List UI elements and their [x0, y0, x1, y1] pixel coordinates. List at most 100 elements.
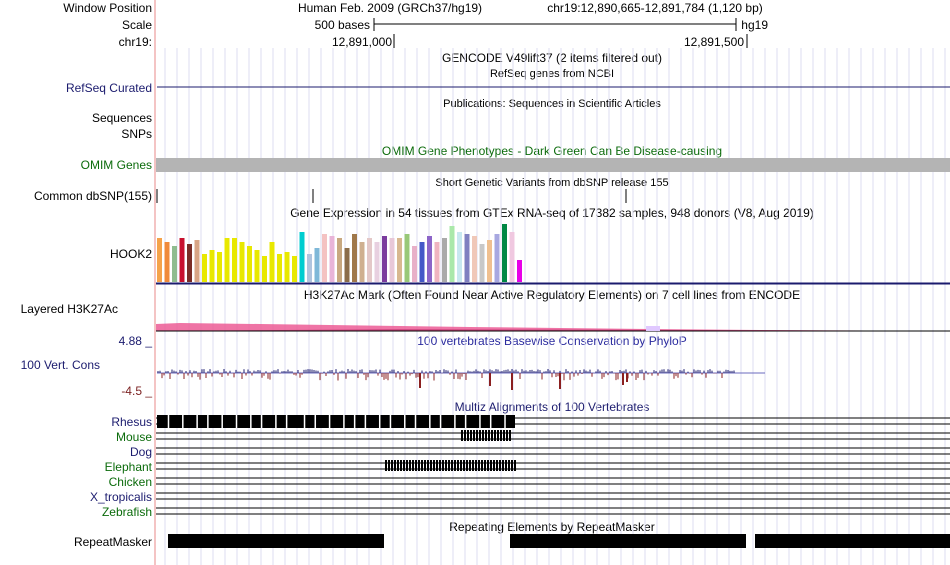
alignment-block: [470, 430, 472, 441]
gtex-bar: [374, 242, 380, 282]
gtex-bar: [254, 250, 260, 282]
repeat-element: [168, 534, 384, 548]
alignment-block: [485, 430, 487, 441]
alignment-block: [491, 430, 493, 441]
gtex-bar: [367, 238, 372, 282]
alignment-block: [463, 460, 465, 471]
gtex-bar: [217, 252, 222, 282]
h3k27ac-signal: [156, 323, 950, 331]
gtex-bar: [494, 234, 500, 282]
alignment-gap: [439, 415, 442, 428]
alignment-block: [488, 430, 490, 441]
alignment-block: [467, 430, 469, 441]
species-label[interactable]: Rhesus: [111, 415, 152, 429]
gtex-bar: [434, 242, 440, 282]
alignment-gap: [504, 415, 506, 428]
gtex-bar: [389, 238, 395, 282]
gtex-bar: [509, 232, 515, 282]
track-label-snps[interactable]: SNPs: [121, 127, 152, 141]
alignment-gap: [285, 415, 288, 428]
species-label[interactable]: Chicken: [108, 475, 152, 489]
gtex-bar: [239, 242, 245, 282]
gtex-bar: [202, 254, 207, 282]
gtex-bar: [292, 256, 297, 282]
gtex-bar: [157, 238, 162, 282]
alignment-gap: [489, 415, 492, 428]
gtex-bar: [449, 226, 455, 282]
alignment-block: [464, 430, 466, 441]
alignment-block: [397, 460, 399, 471]
track-label-repeatmasker[interactable]: RepeatMasker: [73, 535, 152, 549]
alignment-block: [479, 430, 481, 441]
alignment-block: [502, 460, 504, 471]
gtex-bar: [404, 234, 410, 282]
alignment-block: [394, 460, 396, 471]
gtex-bar: [337, 238, 342, 282]
alignment-block: [499, 460, 501, 471]
alignment-gap: [260, 415, 263, 428]
conservation-title: 100 vertebrates Basewise Conservation by…: [417, 334, 687, 348]
species-label[interactable]: Zebrafish: [101, 505, 152, 519]
alignment-block: [500, 430, 502, 441]
h3k27ac-signal: [156, 329, 950, 331]
alignment-gap: [464, 415, 467, 428]
alignment-gap: [404, 415, 406, 428]
omim-bar: [156, 158, 950, 172]
gtex-bar: [314, 248, 320, 282]
alignment-block: [481, 460, 483, 471]
dbsnp-title: Short Genetic Variants from dbSNP releas…: [435, 177, 669, 189]
alignment-gap: [364, 415, 367, 428]
alignment-block: [497, 430, 499, 441]
scale-bar-label: 500 bases: [314, 18, 370, 32]
position-text: chr19:12,890,665-12,891,784 (1,120 bp): [547, 1, 763, 15]
alignment-gap: [167, 415, 170, 428]
species-label[interactable]: X_tropicalis: [89, 490, 152, 504]
alignment-gap: [275, 415, 277, 428]
species-label[interactable]: Dog: [129, 445, 152, 459]
alignment-block: [424, 460, 426, 471]
alignment-gap: [207, 415, 209, 428]
alignment-block: [433, 460, 435, 471]
track-label-sequences[interactable]: Sequences: [91, 111, 152, 125]
gtex-bar: [164, 242, 170, 282]
species-label[interactable]: Mouse: [115, 430, 152, 444]
track-label-dbsnp[interactable]: Common dbSNP(155): [33, 189, 152, 203]
alignment-block: [412, 460, 414, 471]
gtex-bar: [209, 250, 215, 282]
track-label-omim[interactable]: OMIM Genes: [80, 158, 152, 172]
scale-label: Scale: [121, 18, 152, 32]
alignment-block: [508, 460, 510, 471]
alignment-gap: [343, 415, 345, 428]
tick-label: 12,891,000: [331, 35, 392, 49]
track-label-refseq[interactable]: RefSeq Curated: [65, 81, 152, 95]
gtex-bar: [427, 236, 432, 282]
alignment-gap: [353, 415, 356, 428]
alignment-block: [509, 430, 511, 441]
species-label[interactable]: Elephant: [104, 460, 152, 474]
gtex-bar: [322, 234, 327, 282]
track-label-conservation[interactable]: 100 Vert. Cons: [20, 358, 100, 372]
gtex-bar: [262, 256, 267, 282]
repeatmasker-title: Repeating Elements by RepeatMasker: [449, 520, 655, 534]
publications-title: Publications: Sequences in Scientific Ar…: [443, 98, 661, 110]
gtex-bar: [442, 238, 447, 282]
alignment-block: [503, 430, 505, 441]
refseq-subtitle: RefSeq genes from NCBI: [489, 68, 615, 80]
alignment-block: [448, 460, 450, 471]
gtex-bar: [277, 254, 282, 282]
alignment-block: [514, 460, 516, 471]
alignment-block: [403, 460, 405, 471]
gtex-bar: [502, 224, 507, 282]
alignment-block: [496, 460, 498, 471]
track-label-gtex-gene[interactable]: HOOK2: [109, 247, 152, 261]
gtex-bar: [397, 238, 402, 282]
omim-title: OMIM Gene Phenotypes - Dark Green Can Be…: [381, 144, 723, 158]
multiz-title: Multiz Alignments of 100 Vertebrates: [454, 400, 650, 414]
gtex-bar: [269, 242, 275, 282]
track-label-h3k27ac[interactable]: Layered H3K27Ac: [20, 302, 118, 316]
gtex-bar: [352, 234, 357, 282]
gtex-bar: [172, 246, 177, 282]
repeat-element: [510, 534, 746, 548]
gtex-bar: [412, 246, 417, 282]
